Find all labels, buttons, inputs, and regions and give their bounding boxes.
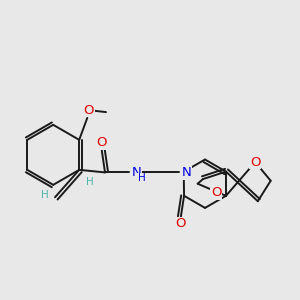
Text: H: H: [41, 190, 49, 200]
Text: H: H: [86, 177, 93, 187]
Text: O: O: [175, 218, 185, 230]
Text: O: O: [96, 136, 106, 149]
Text: N: N: [182, 166, 191, 179]
Text: O: O: [211, 187, 222, 200]
Text: O: O: [250, 156, 260, 169]
Text: O: O: [84, 104, 94, 117]
Text: N: N: [132, 166, 142, 178]
Text: H: H: [138, 173, 145, 183]
